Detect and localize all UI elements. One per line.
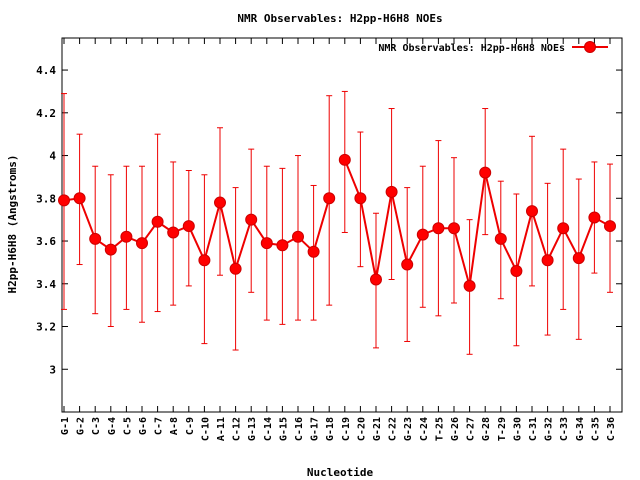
legend-label: NMR Observables: H2pp-H6H8 NOEs — [378, 43, 565, 54]
x-tick-label: G-1 — [60, 417, 71, 435]
y-axis: 3 3.2 3.4 3.6 3.8 4 4.2 4.4 — [36, 64, 622, 376]
data-point — [58, 194, 70, 207]
x-tick-label: G-15 — [278, 417, 289, 441]
x-tick-label: C-5 — [122, 417, 133, 435]
x-tick-label: G-21 — [372, 417, 383, 441]
data-point — [73, 192, 86, 205]
data-point — [354, 192, 367, 205]
x-tick-label: G-2 — [76, 417, 87, 435]
x-tick-label: G-30 — [512, 417, 523, 441]
data-point — [260, 237, 273, 250]
data-point — [385, 185, 398, 198]
data-point — [276, 239, 289, 252]
x-axis-label: Nucleotide — [307, 466, 374, 479]
data-point — [526, 205, 538, 218]
legend: NMR Observables: H2pp-H6H8 NOEs — [378, 41, 608, 54]
x-tick-label: C-14 — [263, 417, 274, 441]
data-point — [167, 226, 180, 239]
x-tick-label: A-11 — [216, 417, 227, 441]
y-axis-label: H2pp-H6H8 (Angstroms) — [6, 154, 19, 293]
x-tick-label: G-18 — [325, 417, 336, 441]
x-tick-label: C-16 — [294, 417, 305, 441]
data-point — [229, 262, 242, 275]
chart-title: NMR Observables: H2pp-H6H8 NOEs — [237, 12, 442, 25]
x-tick-label: G-17 — [310, 417, 321, 441]
x-tick-label: G-6 — [138, 417, 149, 435]
data-points — [58, 153, 616, 292]
x-tick-label: G-13 — [247, 417, 258, 441]
data-point — [292, 230, 304, 243]
data-point — [401, 258, 414, 271]
series-line — [343, 159, 611, 287]
data-point — [572, 252, 585, 265]
data-point — [557, 222, 570, 235]
error-bars — [61, 90, 613, 355]
data-point — [416, 228, 429, 241]
x-tick-label: G-28 — [481, 417, 492, 441]
y-tick-label: 3.2 — [36, 321, 56, 334]
data-point — [432, 222, 445, 235]
x-tick-label: C-27 — [466, 417, 477, 441]
x-tick-label: C-9 — [185, 417, 196, 435]
data-point — [479, 166, 492, 179]
x-tick-label: C-19 — [341, 417, 352, 441]
data-point — [323, 192, 336, 205]
data-point — [588, 211, 601, 224]
plot-frame — [61, 37, 623, 413]
series-lines — [63, 159, 611, 287]
x-tick-label: A-8 — [169, 417, 180, 435]
data-point — [136, 237, 148, 250]
data-point — [541, 254, 554, 267]
x-tick-label: T-25 — [434, 417, 445, 441]
data-point — [214, 196, 226, 209]
data-point — [494, 232, 507, 245]
x-tick-label: C-31 — [528, 417, 539, 441]
data-point — [448, 222, 460, 235]
x-tick-label: C-22 — [388, 417, 399, 441]
x-tick-label: C-12 — [232, 417, 243, 441]
data-point — [338, 153, 351, 166]
x-axis: G-1 G-2 C-3 G-4 C-5 G-6 C-7 A-8 C-9 C-10 A-11 C-12 G… — [60, 38, 617, 441]
legend-marker — [584, 41, 596, 53]
x-tick-label: C-35 — [590, 417, 601, 441]
data-point — [510, 264, 523, 277]
y-tick-label: 4.2 — [36, 107, 56, 120]
x-tick-label: C-7 — [154, 417, 165, 435]
x-tick-label: C-20 — [356, 417, 367, 441]
y-tick-label: 4.4 — [36, 64, 56, 77]
data-point — [245, 213, 258, 226]
x-tick-label: C-10 — [200, 417, 211, 441]
y-tick-label: 3.4 — [36, 278, 56, 291]
x-tick-label: C-24 — [419, 417, 430, 441]
data-point — [463, 279, 476, 292]
data-point — [307, 245, 320, 258]
data-point — [182, 220, 195, 233]
x-tick-label: G-23 — [403, 417, 414, 441]
data-point — [151, 215, 164, 228]
data-point — [370, 273, 382, 286]
data-point — [198, 254, 211, 267]
x-tick-label: G-4 — [107, 417, 118, 435]
x-tick-label: C-3 — [91, 417, 102, 435]
x-tick-label: T-29 — [497, 417, 508, 441]
y-tick-label: 4 — [49, 150, 56, 163]
x-tick-label: C-33 — [559, 417, 570, 441]
x-tick-label: G-26 — [450, 417, 461, 441]
y-tick-label: 3.6 — [36, 235, 56, 248]
data-point — [89, 232, 102, 245]
y-tick-label: 3 — [49, 363, 56, 376]
data-point — [104, 243, 117, 256]
data-point — [604, 220, 616, 233]
y-tick-label: 3.8 — [36, 192, 56, 205]
x-tick-label: G-32 — [544, 417, 555, 441]
series-line — [63, 197, 331, 273]
x-tick-label: G-34 — [575, 417, 586, 441]
data-point — [120, 230, 133, 243]
x-tick-label: C-36 — [606, 417, 617, 441]
